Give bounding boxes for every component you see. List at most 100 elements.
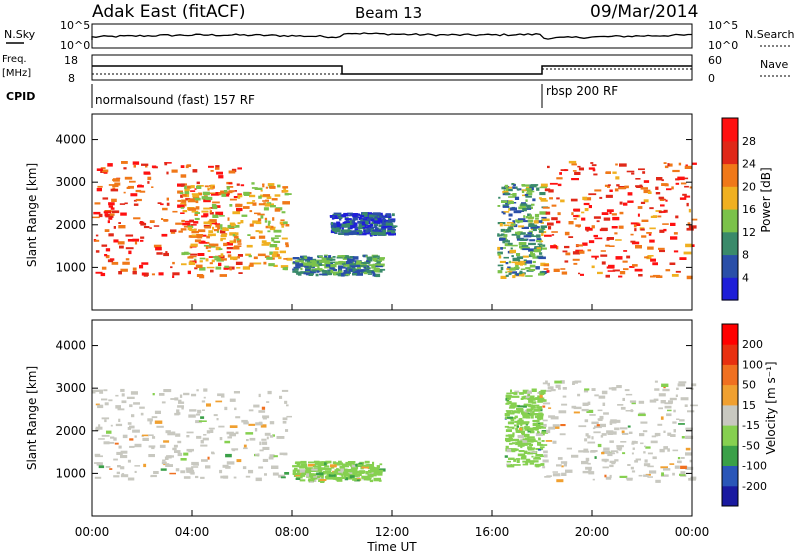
data-cell (647, 255, 654, 257)
freq-trace (92, 65, 692, 75)
data-cell (518, 259, 521, 262)
data-cell (519, 408, 524, 412)
data-cell (678, 381, 687, 384)
data-cell (369, 473, 377, 477)
data-cell (345, 223, 353, 226)
data-cell (201, 196, 208, 200)
data-cell (564, 245, 570, 249)
data-cell (680, 471, 686, 475)
data-cell (279, 452, 288, 456)
data-cell (120, 450, 128, 454)
data-cell (326, 472, 333, 476)
data-cell (207, 233, 216, 237)
data-cell (513, 406, 516, 408)
data-cell (527, 398, 533, 400)
ytick-label: 1000 (55, 466, 86, 480)
data-cell (281, 211, 286, 214)
data-cell (668, 163, 673, 167)
data-cell (522, 463, 529, 466)
data-cell (522, 248, 530, 251)
data-cell (198, 192, 203, 196)
data-cell (215, 400, 223, 403)
data-cell (600, 254, 608, 257)
data-cell (509, 421, 515, 424)
data-cell (266, 401, 270, 403)
radar-title: Adak East (fitACF) (92, 2, 246, 22)
data-cell (638, 474, 643, 477)
data-cell (573, 215, 579, 218)
data-cell (541, 431, 549, 434)
data-cell (247, 234, 251, 236)
data-cell (175, 468, 180, 472)
data-cell (587, 441, 596, 444)
nsearch-label: N.Search (745, 28, 795, 41)
data-cell (354, 214, 357, 218)
data-cell (507, 200, 514, 204)
data-cell (129, 425, 135, 429)
data-cell (647, 246, 654, 250)
data-cell (177, 452, 183, 457)
nave-label: Nave (760, 58, 788, 71)
data-cell (600, 435, 604, 438)
data-cell (366, 259, 373, 262)
data-cell (127, 477, 135, 481)
data-cell (691, 383, 697, 387)
data-cell (104, 213, 109, 217)
data-cell (616, 184, 620, 187)
data-cell (512, 464, 521, 466)
data-cell (540, 183, 548, 187)
data-cell (120, 455, 128, 459)
data-cell (258, 235, 266, 239)
data-cell (523, 404, 526, 406)
data-cell (374, 468, 378, 472)
data-cell (656, 177, 663, 181)
data-cell (266, 436, 269, 440)
data-cell (110, 207, 115, 210)
data-cell (94, 202, 101, 205)
data-cell (608, 387, 617, 390)
data-cell (655, 210, 662, 212)
data-cell (557, 457, 563, 460)
data-cell (99, 391, 104, 394)
data-cell (374, 225, 377, 228)
data-cell (658, 196, 664, 200)
data-cell (611, 213, 617, 216)
data-cell (333, 272, 337, 276)
data-cell (497, 264, 504, 267)
data-cell (192, 169, 198, 173)
data-cell (374, 216, 381, 220)
data-cell (546, 390, 552, 392)
data-cell (520, 268, 526, 270)
data-cell (513, 184, 516, 186)
data-cell (268, 225, 272, 228)
data-cell (280, 265, 289, 268)
data-cell (505, 429, 512, 432)
data-cell (308, 256, 313, 260)
data-cell (548, 426, 556, 430)
data-cell (614, 459, 619, 462)
data-cell (635, 458, 641, 461)
data-cell (271, 198, 278, 201)
data-cell (525, 207, 532, 210)
data-cell (527, 393, 531, 397)
data-cell (643, 189, 651, 194)
data-cell (372, 263, 379, 267)
data-cell (618, 187, 626, 190)
data-cell (194, 217, 200, 221)
data-cell (376, 469, 384, 472)
data-cell (570, 198, 578, 202)
data-cell (219, 274, 227, 277)
data-cell (647, 191, 652, 194)
data-cell (347, 258, 351, 262)
data-cell (364, 460, 370, 464)
data-cell (372, 212, 381, 216)
data-cell (286, 415, 292, 418)
data-cell (553, 426, 560, 429)
data-cell (368, 229, 372, 231)
data-cell (334, 469, 341, 473)
data-cell (503, 231, 507, 233)
data-cell (311, 269, 317, 272)
data-cell (283, 221, 288, 224)
data-cell (162, 207, 168, 211)
data-cell (671, 186, 674, 190)
